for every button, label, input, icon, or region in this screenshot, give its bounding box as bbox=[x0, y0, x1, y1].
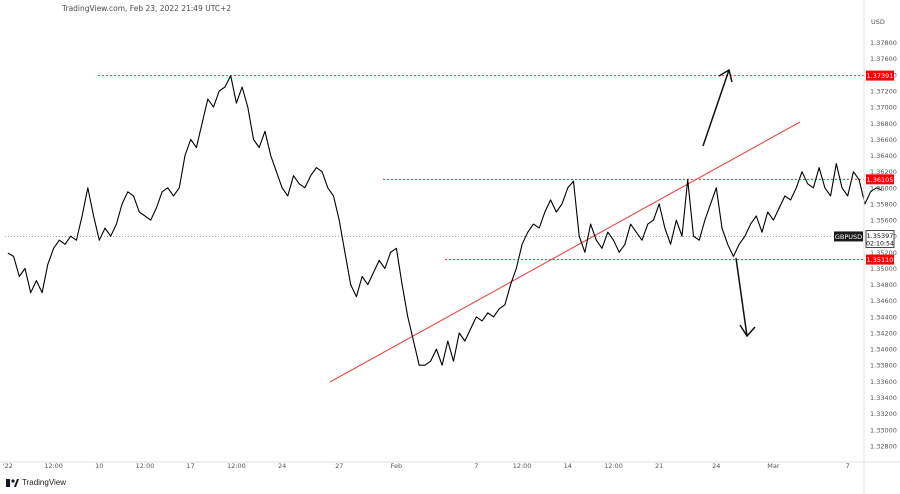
y-tick-label: 1.33800 bbox=[870, 362, 897, 370]
y-tick-label: 1.33200 bbox=[870, 410, 897, 418]
x-tick-label: 21 bbox=[655, 462, 663, 470]
x-tick-label: 7 bbox=[474, 462, 478, 470]
x-tick-label: Feb bbox=[391, 462, 403, 470]
x-tick-label: 24 bbox=[712, 462, 720, 470]
x-tick-label: 12:00 bbox=[513, 462, 532, 470]
y-tick-label: 1.37800 bbox=[870, 39, 897, 47]
y-tick-label: 1.33000 bbox=[870, 426, 897, 434]
currency-label: USD bbox=[871, 18, 885, 26]
brand: TradingView bbox=[6, 478, 66, 487]
symbol-label-text: GBPUSD bbox=[835, 233, 862, 241]
countdown-text: 02:10:54 bbox=[866, 240, 894, 247]
x-tick-label: 7 bbox=[846, 462, 850, 470]
level-badge bbox=[866, 254, 894, 265]
y-tick-label: 1.34200 bbox=[870, 329, 897, 337]
x-tick-label: '22 bbox=[3, 462, 13, 470]
x-tick-label: 12:00 bbox=[227, 462, 246, 470]
level-badge-text: 1.37391 bbox=[867, 72, 894, 80]
y-tick-label: 1.34000 bbox=[870, 346, 897, 354]
y-tick-label: 1.34800 bbox=[870, 281, 897, 289]
y-tick-label: 1.34600 bbox=[870, 297, 897, 305]
x-tick-label: 10 bbox=[95, 462, 103, 470]
y-tick-label: 1.33400 bbox=[870, 394, 897, 402]
current-price-text: 1.35397 bbox=[867, 232, 894, 240]
level-badge-text: 1.36105 bbox=[867, 176, 894, 184]
y-tick-label: 1.36600 bbox=[870, 136, 897, 144]
y-tick-label: 1.37200 bbox=[870, 88, 897, 96]
chart-header: TradingView.com, Feb 23, 2022 21:49 UTC+… bbox=[62, 4, 232, 13]
x-tick-label: 14 bbox=[564, 462, 572, 470]
x-tick-label: 24 bbox=[278, 462, 286, 470]
y-tick-label: 1.34400 bbox=[870, 313, 897, 321]
up-arrow-icon[interactable] bbox=[702, 68, 733, 147]
x-tick-label: Mar bbox=[767, 462, 780, 470]
y-tick-label: 1.35000 bbox=[870, 265, 897, 273]
y-tick-label: 1.37600 bbox=[870, 55, 897, 63]
y-tick-label: 1.35600 bbox=[870, 217, 897, 225]
x-tick-label: 27 bbox=[335, 462, 343, 470]
y-tick-label: 1.36400 bbox=[870, 152, 897, 160]
x-tick-label: 12:00 bbox=[604, 462, 623, 470]
symbol-label bbox=[834, 231, 863, 242]
price-line bbox=[7, 75, 883, 366]
x-tick-label: 12:00 bbox=[136, 462, 155, 470]
tradingview-logo-icon bbox=[6, 478, 19, 487]
down-arrow-icon[interactable] bbox=[735, 257, 756, 338]
y-tick-label: 1.32800 bbox=[870, 442, 897, 450]
current-price-badge bbox=[865, 230, 895, 248]
y-tick-label: 1.33600 bbox=[870, 378, 897, 386]
y-tick-label: 1.35800 bbox=[870, 200, 897, 208]
x-tick-label: 12:00 bbox=[44, 462, 63, 470]
y-tick-label: 1.35200 bbox=[870, 249, 897, 257]
brand-name: TradingView bbox=[22, 478, 67, 487]
ascending-trendline[interactable] bbox=[329, 121, 801, 383]
y-tick-label: 1.36800 bbox=[870, 120, 897, 128]
y-tick-label: 1.37000 bbox=[870, 104, 897, 112]
y-tick-label: 1.36200 bbox=[870, 168, 897, 176]
level-badge bbox=[866, 70, 894, 81]
y-tick-label: 1.36000 bbox=[870, 184, 897, 192]
x-tick-label: 17 bbox=[187, 462, 195, 470]
level-badge-text: 1.35110 bbox=[867, 256, 894, 264]
level-badge bbox=[866, 174, 894, 185]
